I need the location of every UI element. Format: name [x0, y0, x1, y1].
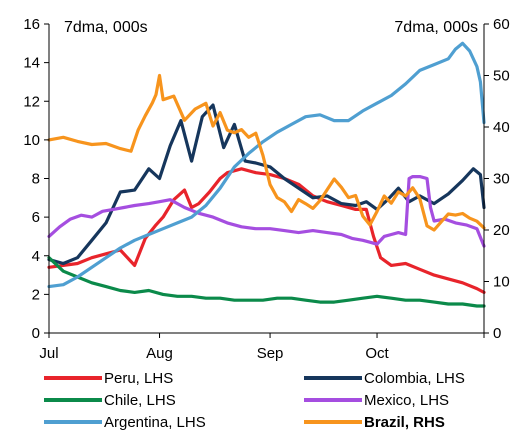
plot-lines [47, 41, 486, 308]
right-tick-label-5: 50 [493, 68, 510, 85]
right-tick-label-2: 20 [493, 222, 510, 239]
series-line-0 [47, 167, 486, 294]
left-tick-label-6: 12 [23, 93, 40, 110]
legend-label-2: Chile, LHS [104, 392, 176, 409]
left-tick-label-0: 0 [32, 325, 40, 342]
series-line-2 [47, 256, 486, 308]
right-tick-label-1: 10 [493, 274, 510, 291]
series-line-1 [47, 103, 486, 266]
left-y-ticks: 0 2 4 6 8 10 12 14 16 [23, 16, 49, 342]
series-line-4 [47, 41, 486, 289]
left-tick-label-8: 16 [23, 16, 40, 33]
left-tick-label-3: 6 [32, 209, 40, 226]
left-unit-label: 7dma, 000s [64, 19, 148, 36]
x-tick-label-2: Sep [257, 345, 284, 362]
legend-label-0: Peru, LHS [104, 370, 173, 387]
x-tick-label-0: Jul [39, 345, 58, 362]
right-tick-label-3: 30 [493, 171, 510, 188]
x-ticks: Jul Aug Sep Oct [39, 333, 485, 362]
legend-label-5: Brazil, RHS [364, 414, 445, 431]
right-tick-label-6: 60 [493, 16, 510, 33]
legend-label-4: Argentina, LHS [104, 414, 206, 431]
series-line-3 [47, 175, 486, 248]
series-line-5 [47, 73, 486, 232]
left-tick-label-1: 2 [32, 286, 40, 303]
left-tick-label-2: 4 [32, 248, 40, 265]
left-tick-label-7: 14 [23, 55, 40, 72]
right-unit-label: 7dma, 000s [394, 19, 478, 36]
x-tick-label-1: Aug [146, 345, 173, 362]
right-tick-label-4: 40 [493, 119, 510, 136]
left-tick-label-4: 8 [32, 171, 40, 188]
legend: Peru, LHS Colombia, LHS Chile, LHS Mexico, … [44, 370, 465, 431]
x-tick-label-3: Oct [365, 345, 389, 362]
right-tick-label-0: 0 [493, 325, 501, 342]
left-tick-label-5: 10 [23, 132, 40, 149]
legend-label-3: Mexico, LHS [364, 392, 449, 409]
legend-label-1: Colombia, LHS [364, 370, 465, 387]
right-y-ticks: 0 10 20 30 40 50 60 [484, 16, 510, 342]
